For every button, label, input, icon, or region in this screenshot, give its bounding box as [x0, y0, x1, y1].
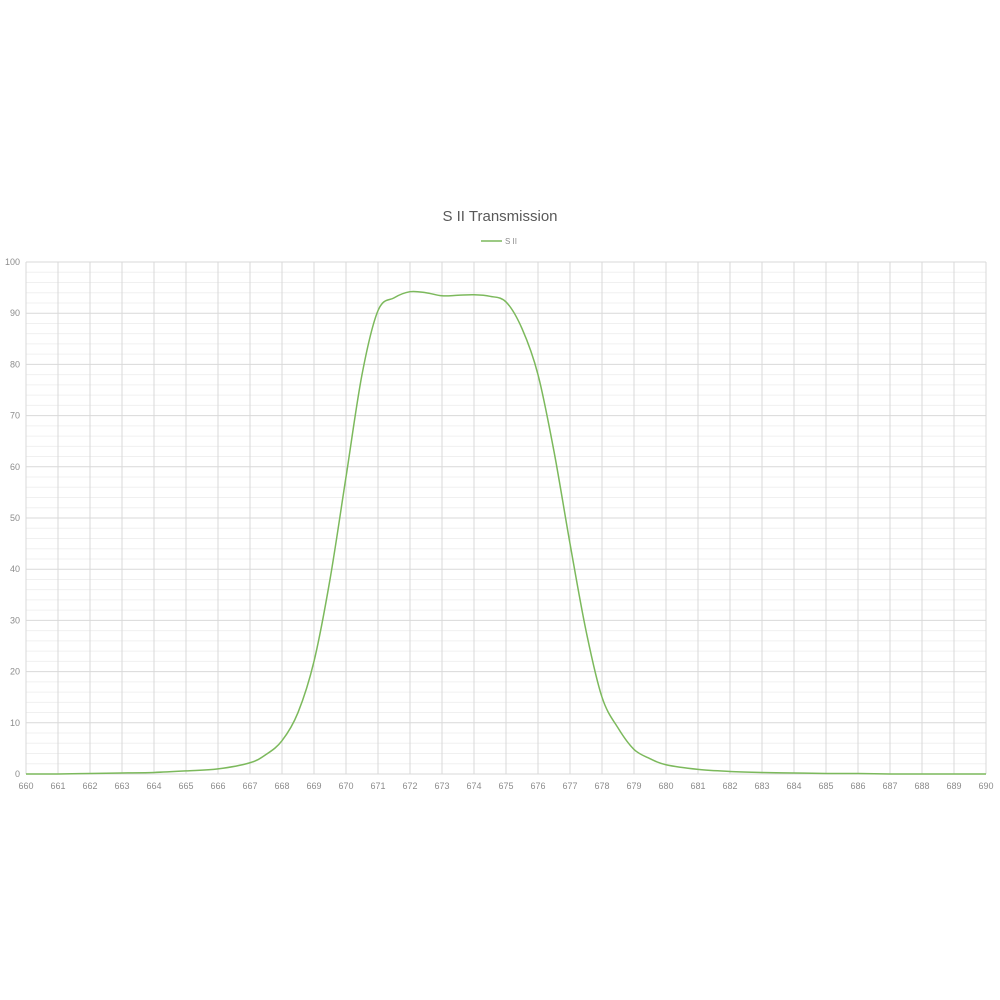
x-tick-label: 689	[946, 781, 961, 791]
x-axis: 660 661 662 663 664 665 666 667 668 669 670 671 672 6…	[18, 781, 993, 791]
x-tick-label: 672	[402, 781, 417, 791]
x-tick-label: 682	[722, 781, 737, 791]
x-tick-label: 666	[210, 781, 225, 791]
x-tick-label: 669	[306, 781, 321, 791]
y-tick-label: 60	[10, 462, 20, 472]
x-tick-label: 661	[50, 781, 65, 791]
x-tick-label: 681	[690, 781, 705, 791]
x-tick-label: 678	[594, 781, 609, 791]
x-tick-label: 670	[338, 781, 353, 791]
x-tick-label: 660	[18, 781, 33, 791]
x-tick-label: 664	[146, 781, 161, 791]
series-line-s-ii	[25, 290, 986, 775]
y-tick-label: 20	[10, 667, 20, 677]
legend: S II	[481, 237, 517, 246]
x-tick-label: 668	[274, 781, 289, 791]
y-tick-label: 30	[10, 615, 20, 625]
legend-label: S II	[505, 237, 517, 246]
series	[25, 290, 986, 775]
y-tick-label: 70	[10, 411, 20, 421]
x-tick-label: 684	[786, 781, 801, 791]
x-tick-label: 671	[370, 781, 385, 791]
y-tick-label: 0	[15, 769, 20, 779]
y-tick-label: 50	[10, 513, 20, 523]
x-tick-label: 690	[978, 781, 993, 791]
x-tick-label: 680	[658, 781, 673, 791]
x-tick-label: 674	[466, 781, 481, 791]
y-tick-label: 90	[10, 308, 20, 318]
y-tick-label: 40	[10, 564, 20, 574]
x-tick-label: 663	[114, 781, 129, 791]
x-tick-label: 673	[434, 781, 449, 791]
x-tick-label: 675	[498, 781, 513, 791]
chart-title: S II Transmission	[442, 208, 557, 225]
x-tick-label: 667	[242, 781, 257, 791]
y-tick-label: 80	[10, 359, 20, 369]
x-tick-label: 686	[850, 781, 865, 791]
x-tick-label: 688	[914, 781, 929, 791]
y-axis: 0 10 20 30 40 50 60 70 80 90 100	[5, 257, 20, 779]
x-tick-label: 687	[882, 781, 897, 791]
x-tick-label: 665	[178, 781, 193, 791]
x-tick-label: 683	[754, 781, 769, 791]
y-tick-label: 10	[10, 718, 20, 728]
x-tick-label: 685	[818, 781, 833, 791]
x-tick-label: 679	[626, 781, 641, 791]
x-tick-label: 662	[82, 781, 97, 791]
grid	[25, 261, 987, 775]
x-tick-label: 677	[562, 781, 577, 791]
x-tick-label: 676	[530, 781, 545, 791]
y-tick-label: 100	[5, 257, 20, 267]
